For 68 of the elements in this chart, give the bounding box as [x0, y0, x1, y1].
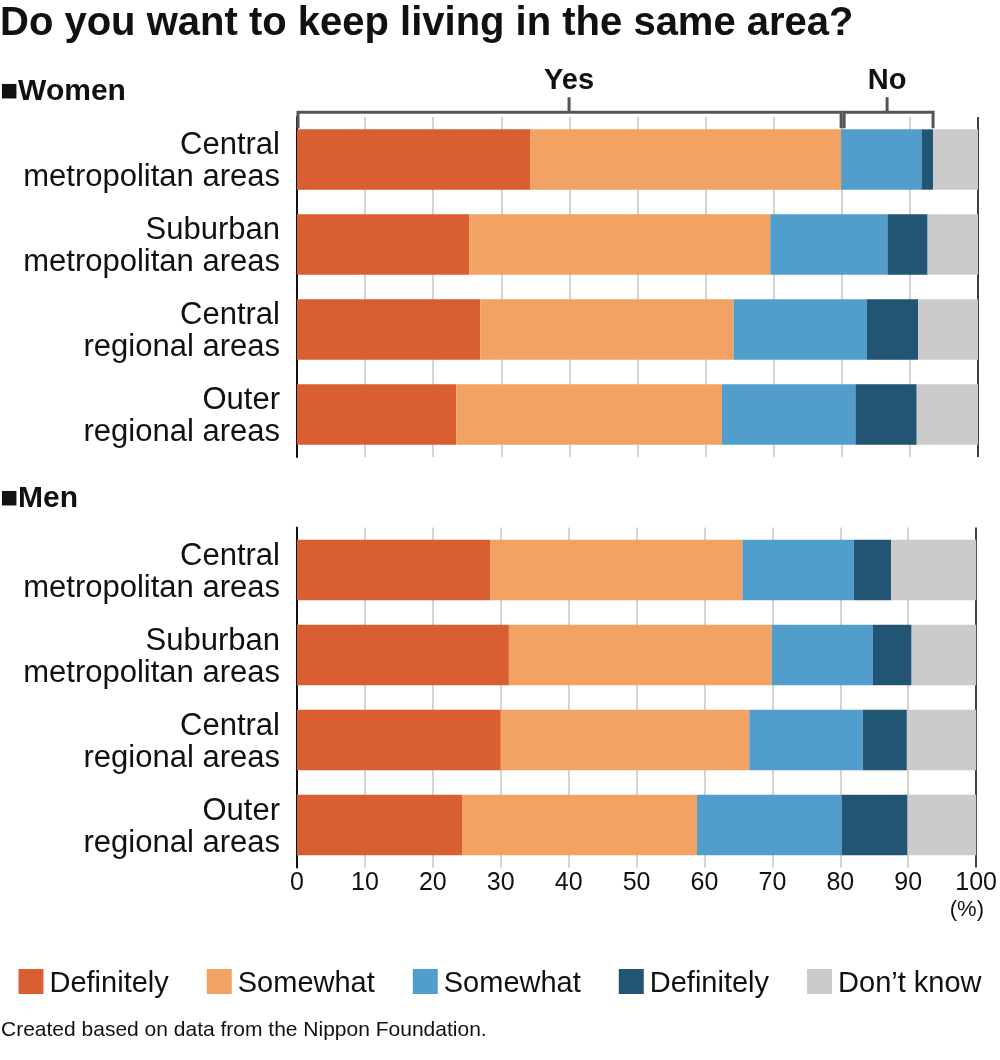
bar: [855, 384, 917, 445]
text: Created based on data from the Nippon Foundation.: [1, 1017, 487, 1040]
bar: [771, 624, 873, 686]
bar: [297, 624, 509, 686]
bar: [887, 214, 928, 275]
x-tick-label: 20: [418, 867, 447, 895]
bar: [862, 709, 907, 771]
bar: [916, 384, 978, 445]
bar: [742, 539, 854, 601]
text: No: [867, 63, 907, 96]
x-tick-label: 30: [486, 867, 515, 895]
bar: [841, 794, 908, 856]
y-tick-label: Central regional areas: [83, 706, 280, 774]
x-tick-label: 0: [290, 867, 304, 895]
x-tick-label: 10: [351, 867, 379, 895]
x-tick-label: 50: [622, 867, 651, 895]
x-axis-title: (%): [949, 896, 984, 921]
x-tick-label: 90: [894, 867, 923, 895]
y-tick-label: Central metropolitan areas: [23, 126, 280, 193]
bar: [297, 794, 463, 856]
bar: [462, 794, 698, 856]
bar: [770, 214, 888, 275]
bar: [911, 624, 977, 686]
y-tick-label: Central regional areas: [83, 296, 280, 363]
bar: [297, 299, 481, 360]
bar: [918, 299, 978, 360]
bar: [297, 384, 457, 445]
bar: [297, 129, 531, 190]
bar: [853, 539, 892, 601]
y-tick-label: Suburban metropolitan areas: [23, 211, 280, 278]
chart-subtitle: ■Women: [0, 72, 126, 106]
x-tick-label: 60: [690, 867, 719, 895]
bar: [490, 539, 743, 601]
x-tick-label: 80: [826, 867, 855, 895]
bar: [297, 539, 491, 601]
bar: [456, 384, 722, 445]
legend-label: Definitely: [649, 965, 770, 998]
x-tick-label: 40: [554, 867, 583, 895]
bar: [933, 129, 978, 190]
bar: [749, 709, 863, 771]
bar: [500, 709, 750, 771]
bar: [872, 624, 912, 686]
bar: [297, 214, 470, 275]
bar: [297, 709, 501, 771]
x-tick-label: 70: [758, 867, 787, 895]
bar: [530, 129, 842, 190]
y-tick-label: Central metropolitan areas: [23, 536, 280, 604]
bar: [733, 299, 867, 360]
text: Yes: [544, 63, 595, 96]
text: ■Men: [0, 479, 79, 513]
bar: [927, 214, 978, 275]
legend-label: Somewhat: [443, 965, 581, 998]
bar: [921, 129, 934, 190]
bar: [469, 214, 771, 275]
chart-title: Do you want to keep living in the same area?: [0, 0, 854, 43]
bar: [508, 624, 772, 686]
x-tick-label: 100: [955, 867, 997, 895]
bar: [697, 794, 842, 856]
y-tick-label: Outer regional areas: [83, 791, 280, 859]
y-tick-label: Suburban metropolitan areas: [23, 621, 280, 689]
bar: [867, 299, 919, 360]
legend-label: Definitely: [49, 965, 170, 998]
bar: [841, 129, 922, 190]
bar: [721, 384, 856, 445]
legend-label: Somewhat: [237, 965, 375, 998]
y-tick-label: Outer regional areas: [83, 381, 280, 448]
legend-label: Don’t know: [838, 965, 983, 998]
bar: [480, 299, 734, 360]
